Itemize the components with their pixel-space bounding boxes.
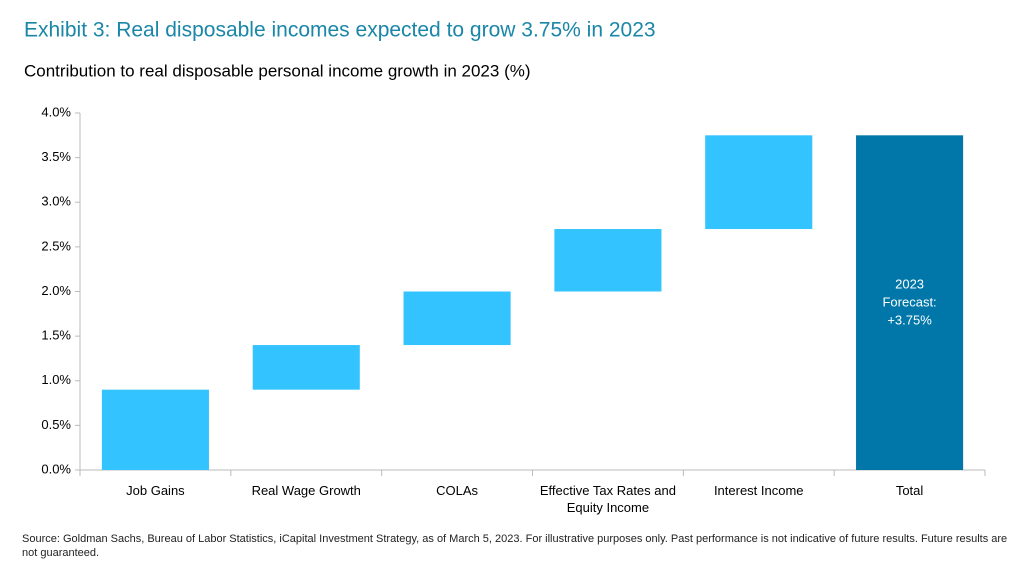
y-tick-label: 3.0% [41, 194, 71, 209]
bar [705, 135, 813, 230]
x-tick-label: Real Wage Growth [251, 483, 361, 498]
x-label-box: Real Wage Growth [251, 483, 361, 498]
y-tick-label: 2.5% [41, 238, 71, 253]
bar [554, 229, 662, 292]
y-tick-label: 0.0% [41, 461, 71, 476]
x-label-box: Interest Income [713, 483, 804, 498]
x-tick-label: COLAs [436, 483, 479, 498]
chart-title: Exhibit 3: Real disposable incomes expec… [24, 19, 656, 42]
total-bar [856, 135, 964, 470]
y-tick-label: 1.5% [41, 328, 71, 343]
x-tick-label: Job Gains [126, 483, 185, 498]
total-annotation: 2023 [895, 276, 924, 291]
x-tick-label: Total [895, 483, 924, 498]
total-annotation: +3.75% [887, 312, 932, 327]
bar [252, 345, 360, 390]
y-tick-label: 0.5% [41, 417, 71, 432]
x-label-box: Job Gains [126, 483, 185, 498]
bar [101, 389, 209, 470]
y-tick-label: 3.5% [41, 149, 71, 164]
bar [403, 291, 511, 346]
x-label-box: Total [895, 483, 924, 498]
source: Source: Goldman Sachs, Bureau of Labor S… [22, 533, 1008, 559]
y-tick-label: 1.0% [41, 372, 71, 387]
chart-subtitle: Contribution to real disposable personal… [24, 61, 531, 80]
x-label-box: COLAs [436, 483, 479, 498]
x-tick-label: Effective Tax Rates and Equity Income [539, 483, 676, 515]
x-label-box: Effective Tax Rates and Equity Income [539, 483, 676, 515]
x-tick-label: Interest Income [713, 483, 804, 498]
source-box: Source: Goldman Sachs, Bureau of Labor S… [22, 533, 1008, 559]
y-tick-label: 4.0% [41, 104, 71, 119]
total-annotation: Forecast: [882, 294, 936, 309]
y-tick-label: 2.0% [41, 283, 71, 298]
